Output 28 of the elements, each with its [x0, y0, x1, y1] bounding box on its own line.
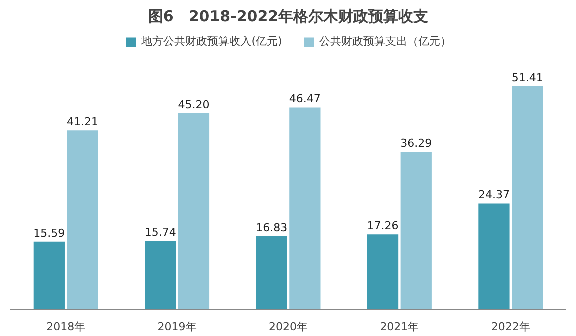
data-label: 15.59 — [34, 226, 66, 240]
bar — [34, 242, 65, 310]
bar — [67, 130, 98, 310]
x-tick-label: 2022年 — [491, 320, 530, 334]
data-label: 51.41 — [512, 71, 544, 84]
x-tick-label: 2020年 — [269, 320, 308, 334]
data-label: 41.21 — [67, 116, 99, 129]
data-label: 36.29 — [400, 136, 432, 150]
data-label: 16.83 — [256, 221, 288, 234]
chart-title: 图6 2018-2022年格尔木财政预算收支 — [148, 8, 429, 26]
bar — [512, 86, 544, 310]
data-label: 15.74 — [144, 226, 176, 240]
bar — [478, 204, 510, 310]
bar — [290, 108, 321, 310]
legend-label: 公共财政预算支出（亿元） — [319, 34, 452, 49]
bar — [178, 113, 210, 310]
x-tick-label: 2019年 — [158, 320, 197, 334]
legend-label: 地方公共财政预算收入(亿元) — [142, 34, 282, 49]
bar — [400, 152, 432, 310]
data-label: 45.20 — [178, 98, 210, 112]
data-label: 46.47 — [289, 92, 321, 106]
data-label: 24.37 — [478, 188, 510, 202]
bar — [367, 234, 399, 310]
bar — [256, 236, 288, 310]
x-tick-label: 2018年 — [46, 320, 86, 334]
data-label: 17.26 — [367, 220, 399, 233]
x-tick-label: 2021年 — [380, 320, 420, 334]
bar — [145, 241, 176, 310]
